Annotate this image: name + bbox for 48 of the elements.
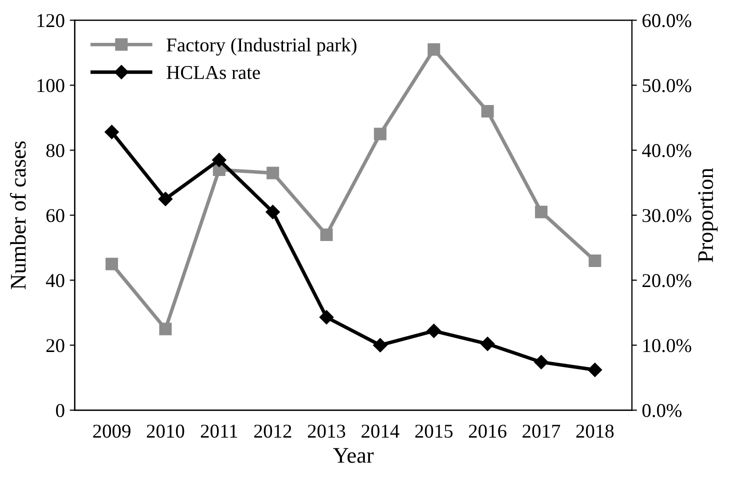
point — [588, 254, 602, 267]
x-tick-label: 2015 — [415, 424, 453, 438]
legend-label: Factory (Industrial park) — [166, 38, 356, 56]
point — [158, 192, 173, 206]
y2-tick-label: 60.0% — [642, 14, 692, 28]
point — [319, 310, 334, 324]
point — [159, 322, 172, 336]
point — [106, 258, 118, 270]
point — [534, 355, 548, 370]
y2-tick-label: 10.0% — [643, 339, 692, 352]
y2-axis-title: Proportion — [698, 168, 718, 262]
y2-tick-label: 20.0% — [642, 274, 692, 288]
point — [426, 324, 441, 338]
x-tick-label: 2014 — [362, 424, 400, 438]
x-tick-label: 2016 — [468, 424, 506, 438]
y-axis-title: Number of cases — [10, 141, 26, 290]
point — [588, 362, 602, 377]
point — [320, 228, 333, 241]
point — [374, 128, 386, 140]
y-tick-label: 80 — [46, 144, 64, 158]
y2-tick-label: 50.0% — [642, 79, 692, 92]
point — [266, 204, 280, 220]
y2-tick-label: 40.0% — [642, 144, 692, 158]
y-tick-label: 100 — [38, 79, 64, 92]
x-tick-label: 2011 — [200, 424, 238, 438]
y-tick-label: 40 — [46, 274, 64, 288]
point — [534, 206, 548, 218]
x-tick-label: 2009 — [93, 424, 130, 438]
x-tick-label: 2013 — [308, 424, 346, 438]
legend-label: HCLAs rate — [166, 66, 260, 80]
x-tick-label: 2010 — [146, 424, 184, 438]
x-tick-label: 2017 — [522, 424, 560, 438]
point — [104, 124, 119, 140]
y2-tick-label: 30.0% — [642, 209, 692, 222]
point — [481, 104, 494, 118]
point — [266, 166, 280, 180]
x-tick-label: 2018 — [576, 424, 614, 438]
y-tick-label: 20 — [46, 339, 64, 352]
y-tick-label: 0 — [56, 404, 64, 418]
point — [428, 43, 440, 56]
point — [373, 338, 388, 352]
y-tick-label: 120 — [38, 14, 64, 28]
y-tick-label: 60 — [46, 209, 64, 222]
point — [212, 152, 226, 168]
x-axis-title: Year — [333, 448, 374, 463]
y2-tick-label: 0.0% — [642, 404, 682, 418]
point — [480, 336, 495, 351]
x-tick-label: 2012 — [254, 424, 292, 438]
